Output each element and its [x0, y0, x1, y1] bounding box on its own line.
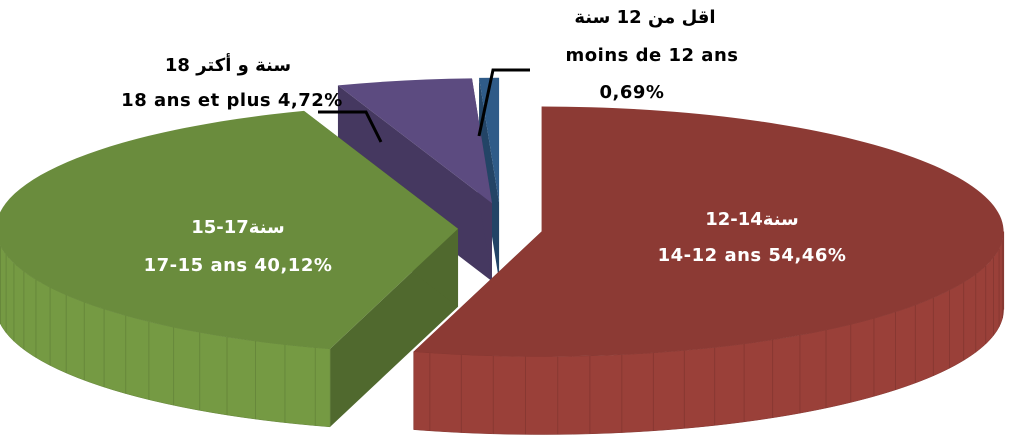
value-label: 40,12%	[254, 255, 332, 276]
slice-label: 17-15 ans 40,12%	[144, 255, 333, 276]
slice-top	[413, 106, 1004, 357]
category-label: 14-12 ans	[658, 245, 762, 266]
slice-label-ar: 18 سنة و أكتر	[165, 53, 291, 76]
slice-label: 18 ans et plus 4,72%	[121, 90, 343, 111]
slice-label-ar: 12-14سنة	[705, 209, 799, 230]
value-label: 0,69%	[600, 82, 665, 103]
slice	[0, 110, 459, 428]
slice-label-ar: اقل من 12 سنة	[574, 7, 715, 28]
leader-line	[477, 68, 530, 137]
slice-cut-face	[479, 77, 500, 281]
slice	[413, 106, 1005, 435]
slice-top	[337, 78, 492, 204]
category-label: 18 ans et plus	[121, 90, 271, 111]
leader-line	[318, 110, 383, 143]
pie	[0, 77, 1005, 435]
value-label: 54,46%	[768, 245, 846, 266]
category-label: moins de 12 ans	[566, 45, 739, 66]
slice-top	[0, 110, 459, 349]
slice-label-ar: 15-17سنة	[191, 217, 285, 238]
value-label: 4,72%	[278, 90, 343, 111]
slice-side	[413, 231, 1004, 435]
category-label: 17-15 ans	[144, 255, 248, 276]
slice-label: 14-12 ans 54,46%	[658, 245, 847, 266]
